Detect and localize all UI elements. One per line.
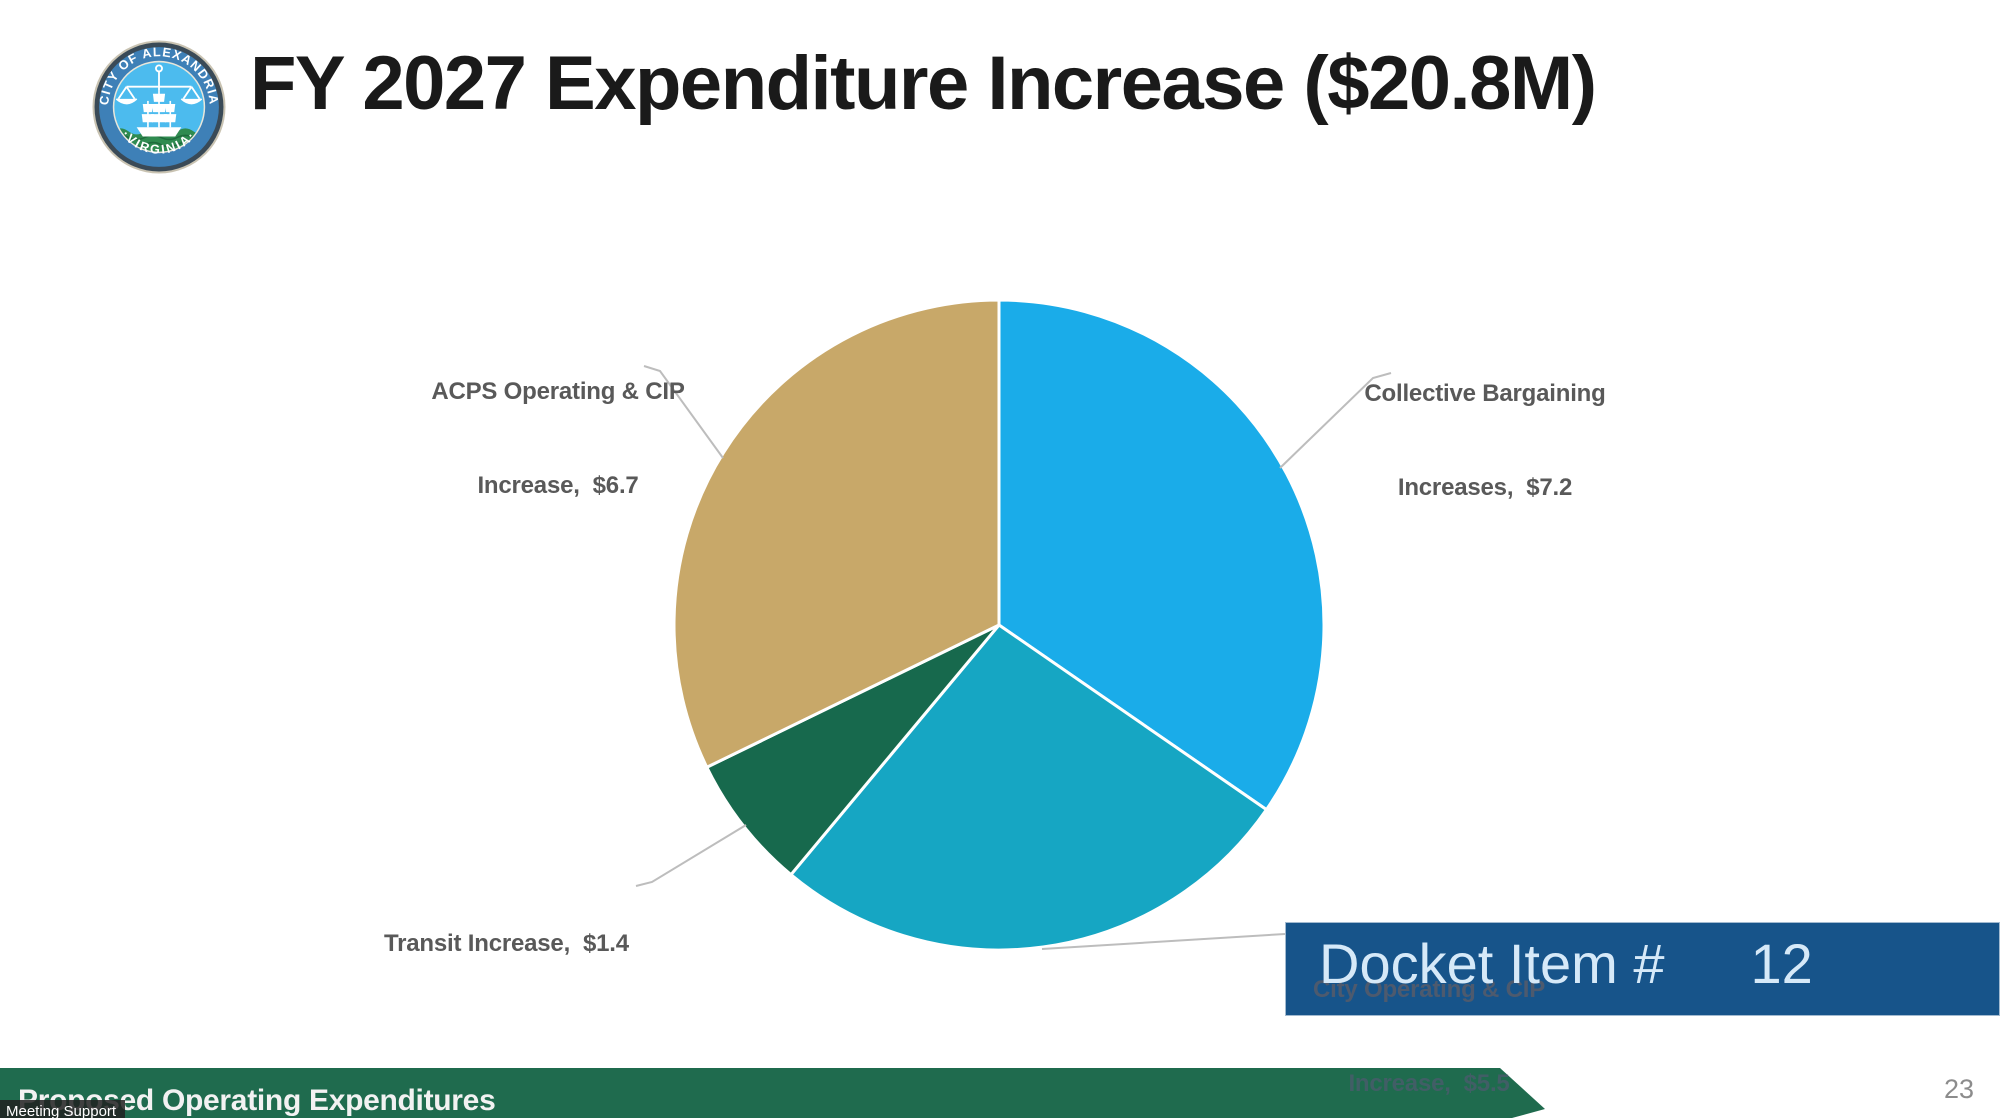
callout-acps-line1: ACPS Operating & CIP [431,378,685,406]
leader-lines [635,365,1392,950]
leader-line-collective [1279,372,1392,469]
callout-transit-line1: Transit Increase, $1.4 [384,930,629,958]
pie-slice-transit-increase [705,623,1001,877]
docket-item-text: Docket Item #12 [1319,936,1813,992]
docket-item-label: Docket Item # [1319,932,1665,995]
pie-slice-acps-operating-cip [672,298,1001,769]
city-of-alexandria-seal-icon: CITY OF ALEXANDRIA ·VIRGINIA· [92,40,226,174]
callout-acps: ACPS Operating & CIP Increase, $6.7 [418,314,698,564]
pie-slice-city-operating-cip [789,623,1268,952]
callout-city-line1: City Operating & CIP [1313,976,1546,1004]
seal-ship [136,90,182,137]
callout-transit: Transit Increase, $1.4 [384,866,684,1022]
docket-item-banner [1285,922,2000,1016]
slide-title: FY 2027 Expenditure Increase ($20.8M) [250,41,1597,126]
pie-slices [672,298,1326,952]
callout-collective-bargaining: Collective Bargaining Increases, $7.2 [1345,316,1625,566]
leader-line-transit [635,824,747,887]
page-number: 23 [1944,1074,1975,1104]
callout-collective-line1: Collective Bargaining [1364,380,1606,408]
footer-arrow-banner [0,1068,1545,1118]
pie-slice-collective-bargaining [997,298,1326,812]
callout-acps-line2: Increase, $6.7 [477,471,639,499]
leader-line-city [1041,933,1286,950]
leader-line-acps [643,365,724,459]
meeting-support-caption: Meeting Support [0,1100,126,1118]
seal-scales-of-justice [115,64,203,105]
callout-collective-line2: Increases, $7.2 [1397,473,1573,501]
callout-city-operating: City Operating & CIP Increase, $5.5 [1313,912,1545,1118]
callout-city-line2: Increase, $5.5 [1348,1069,1510,1097]
docket-item-number: 12 [1750,932,1813,995]
